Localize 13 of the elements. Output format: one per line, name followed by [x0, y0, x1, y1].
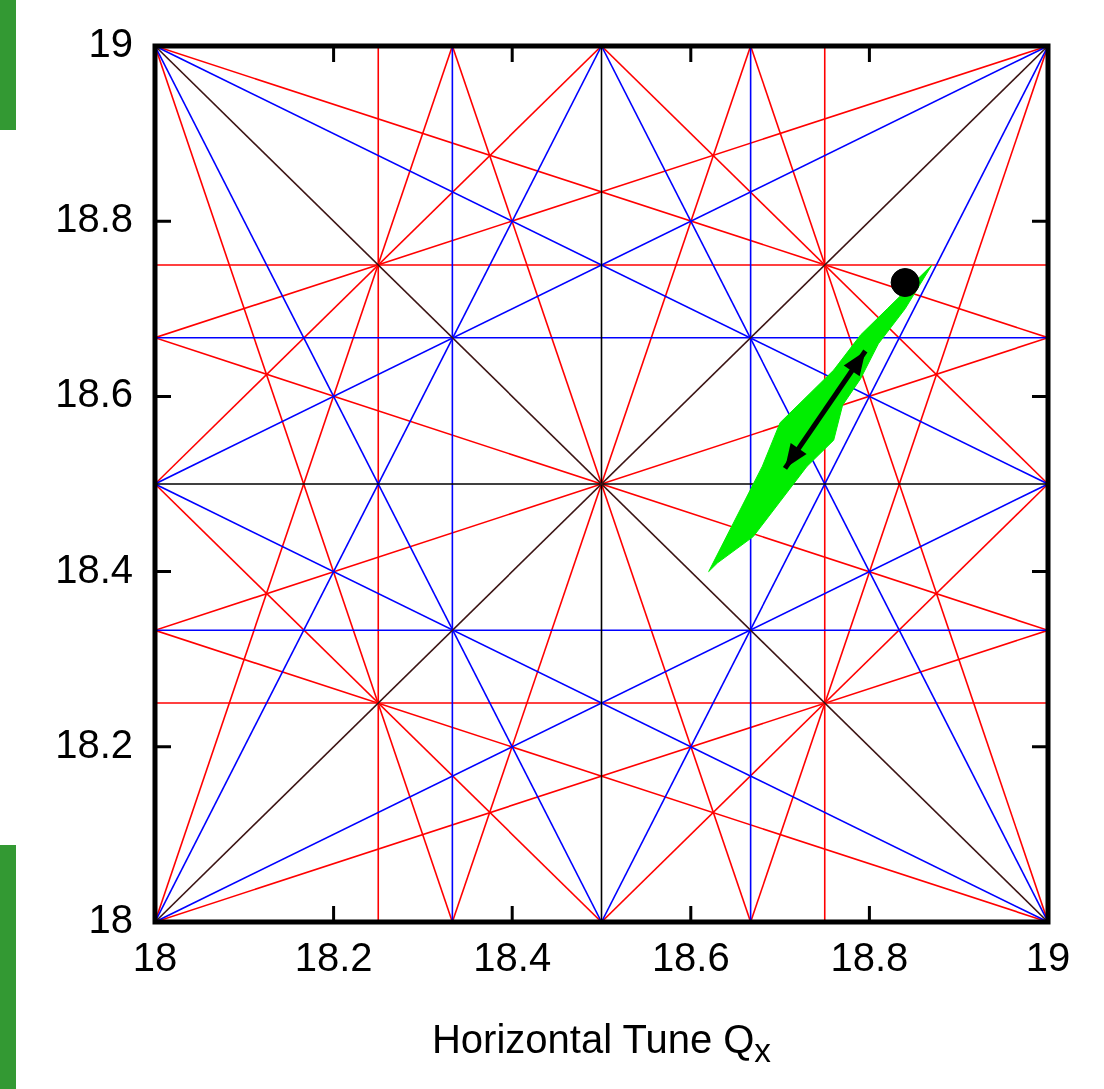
- y-tick-label: 19: [88, 21, 133, 66]
- y-tick-label: 18.4: [55, 546, 133, 591]
- x-axis-title: Horizontal Tune Q$_{x}$: [431, 1017, 772, 1070]
- x-tick-label: 18.2: [294, 935, 373, 980]
- y-tick-label: 18.2: [55, 721, 133, 766]
- x-tick-label: 18.8: [830, 935, 909, 980]
- x-tick-label: 18: [132, 935, 178, 980]
- x-tick-label: 18.4: [473, 935, 552, 980]
- y-tick-label: 18.6: [55, 371, 133, 416]
- x-tick-label: 18.6: [651, 935, 730, 980]
- y-tick-label: 18: [88, 897, 133, 942]
- x-tick-label: 19: [1025, 935, 1071, 980]
- y-tick-label: 18.8: [55, 196, 133, 241]
